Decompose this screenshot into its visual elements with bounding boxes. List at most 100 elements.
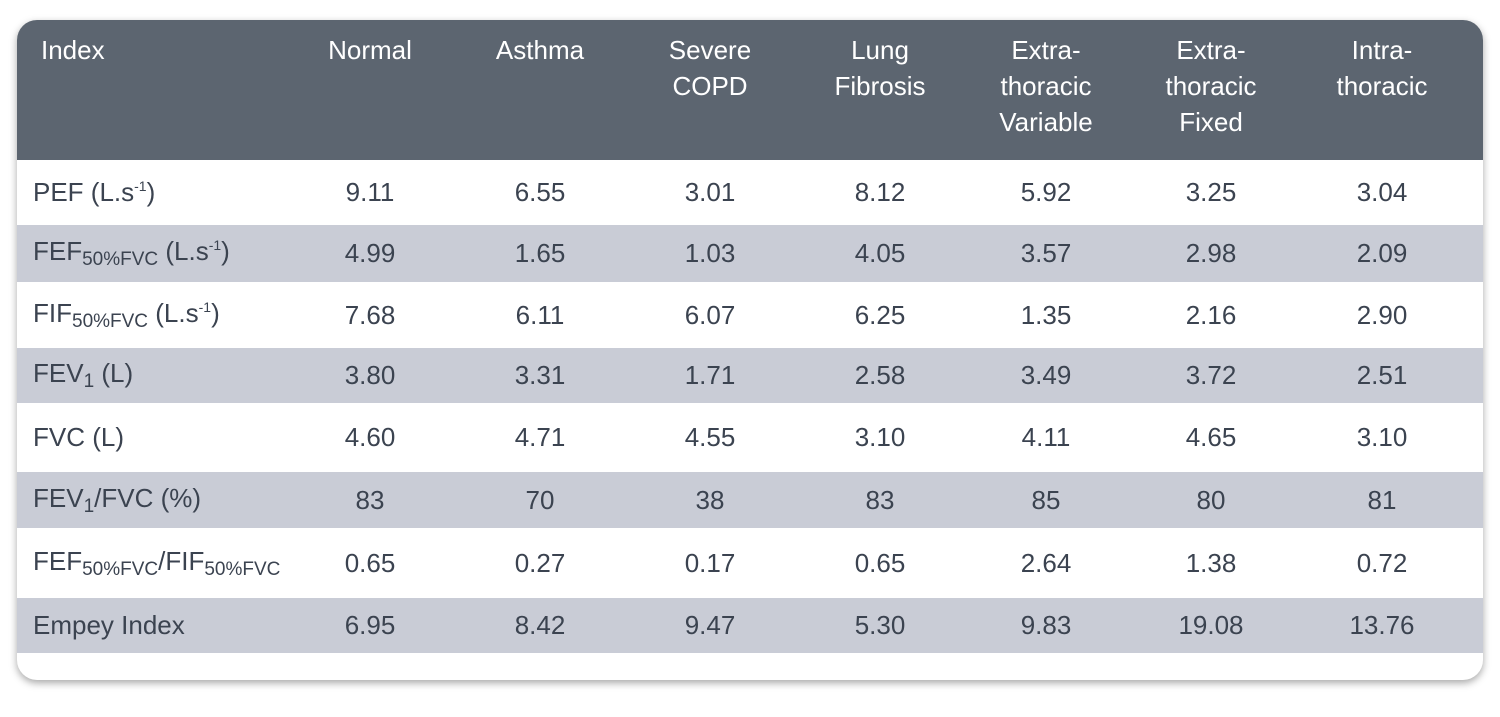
value-cell: 85 — [1031, 484, 1061, 515]
table-row: PEF (L.s-1) 9.11 6.55 3.01 8.12 5.92 3.25 3.04 — [17, 160, 1483, 225]
value-cell: 19.08 — [1178, 610, 1244, 640]
row-label: FVC (L) — [33, 403, 124, 472]
label-part: 50%FVC — [82, 249, 159, 270]
value-cell: 4.71 — [514, 422, 566, 452]
value-cell: 83 — [865, 484, 895, 515]
label-part: (L.s — [148, 297, 199, 328]
label-part: /FVC (%) — [94, 482, 202, 513]
label-part: ) — [211, 297, 220, 328]
value-cell: 5.92 — [1020, 177, 1072, 207]
value-cell: 1.71 — [684, 360, 736, 390]
label-text: FEV1/FVC (%) — [33, 483, 201, 518]
label-part: 50%FVC — [72, 310, 149, 332]
header-line: Variable — [999, 107, 1093, 137]
table-row: FEV1 (L) 3.80 3.31 1.71 2.58 3.49 3.72 2.51 — [17, 348, 1483, 403]
label-part: FEV — [33, 358, 84, 388]
header-line: COPD — [672, 71, 748, 101]
value-cell: 1.65 — [514, 238, 566, 268]
header-line: Index — [41, 35, 105, 65]
label-part: FVC (L) — [33, 422, 124, 452]
value-cell: 8.12 — [854, 177, 906, 207]
value-cell: 0.72 — [1356, 547, 1408, 578]
header-line: Extra- — [1011, 35, 1081, 65]
label-text: PEF (L.s-1) — [33, 177, 155, 208]
label-text: Empey Index — [33, 610, 185, 641]
label-text: FIF50%FVC (L.s-1) — [33, 298, 220, 333]
value-cell: 6.55 — [514, 177, 566, 207]
header-line: thoracic — [1165, 71, 1257, 101]
table-row: FEF50%FVC/FIF50%FVC 0.65 0.27 0.17 0.65 2.64 1… — [17, 528, 1483, 598]
value-cell: 4.55 — [684, 422, 736, 452]
row-label: FEF50%FVC (L.s-1) — [33, 225, 230, 282]
value-cell: 7.68 — [344, 299, 396, 330]
header-line: Fibrosis — [834, 71, 926, 101]
value-cell: 6.07 — [684, 299, 736, 330]
row-label: FEV1/FVC (%) — [33, 472, 201, 528]
label-part: FEF — [33, 545, 83, 576]
label-part: FEV — [33, 482, 84, 513]
header-line: Lung — [851, 35, 909, 65]
label-text: FEF50%FVC (L.s-1) — [33, 236, 230, 271]
value-cell: 2.90 — [1356, 299, 1408, 330]
header-line: thoracic — [1000, 71, 1092, 101]
value-cell: 0.65 — [854, 547, 906, 578]
label-part: ) — [146, 177, 156, 207]
header-line: Asthma — [495, 35, 585, 65]
header-line: Intra- — [1351, 35, 1413, 65]
value-cell: 3.04 — [1356, 177, 1408, 207]
label-text: FEF50%FVC/FIF50%FVC — [33, 546, 280, 581]
value-cell: 2.64 — [1020, 547, 1072, 578]
value-cell: 3.49 — [1020, 360, 1072, 390]
value-cell: 81 — [1367, 484, 1397, 515]
value-cell: 3.72 — [1185, 360, 1237, 390]
value-cell: 3.01 — [684, 177, 736, 207]
table-row: FIF50%FVC (L.s-1) 7.68 6.11 6.07 6.25 1.35 2.1… — [17, 282, 1483, 348]
table-row: FVC (L) 4.60 4.71 4.55 3.10 4.11 4.65 3.10 — [17, 403, 1483, 472]
label-part: (L) — [94, 358, 134, 388]
value-cell: 1.35 — [1020, 299, 1072, 330]
label-part: FIF — [33, 297, 72, 328]
row-label: FIF50%FVC (L.s-1) — [33, 282, 220, 348]
value-cell: 0.17 — [684, 547, 736, 578]
value-cell: 4.05 — [854, 238, 906, 268]
value-cell: 3.57 — [1020, 238, 1072, 268]
header-line: thoracic — [1336, 71, 1428, 101]
label-text: FEV1 (L) — [33, 358, 133, 393]
label-part: -1 — [134, 178, 147, 194]
table-row: FEV1/FVC (%) 83 70 38 83 85 80 81 — [17, 472, 1483, 528]
label-part: FEF — [33, 236, 83, 266]
label-text: FVC (L) — [33, 422, 124, 453]
header-line: Extra- — [1176, 35, 1246, 65]
label-part: ) — [221, 236, 230, 266]
value-cell: 2.58 — [854, 360, 906, 390]
value-cell: 3.10 — [1356, 422, 1408, 452]
value-cell: 9.11 — [345, 177, 395, 207]
value-cell: 3.31 — [514, 360, 566, 390]
value-cell: 2.09 — [1356, 238, 1408, 268]
value-cell: 4.60 — [344, 422, 396, 452]
value-cell: 1.03 — [684, 238, 736, 268]
value-cell: 13.76 — [1349, 610, 1415, 640]
label-part: -1 — [208, 237, 222, 253]
value-cell: 80 — [1196, 484, 1226, 515]
value-cell: 8.42 — [514, 610, 566, 640]
label-part: 50%FVC — [82, 558, 159, 580]
value-cell: 5.30 — [854, 610, 906, 640]
value-cell: 83 — [355, 484, 385, 515]
table-row: FEF50%FVC (L.s-1) 4.99 1.65 1.03 4.05 3.57 2.9… — [17, 225, 1483, 282]
value-cell: 3.25 — [1185, 177, 1237, 207]
value-cell: 6.11 — [515, 299, 565, 330]
value-cell: 1.38 — [1185, 547, 1237, 578]
value-cell: 4.99 — [344, 238, 396, 268]
row-label: PEF (L.s-1) — [33, 160, 155, 225]
value-cell: 70 — [525, 484, 555, 515]
table-row: Empey Index 6.95 8.42 9.47 5.30 9.83 19.08 13.7… — [17, 598, 1483, 653]
value-cell: 3.80 — [344, 360, 396, 390]
table-card: Index Normal Asthma Severe COPD Lung Fibrosis E… — [17, 20, 1483, 680]
label-part: (L.s — [158, 236, 209, 266]
label-part: 1 — [83, 495, 95, 517]
value-cell: 6.25 — [854, 299, 906, 330]
row-label: FEV1 (L) — [33, 348, 133, 403]
value-cell: 0.27 — [514, 547, 566, 578]
header-line: Fixed — [1179, 107, 1243, 137]
